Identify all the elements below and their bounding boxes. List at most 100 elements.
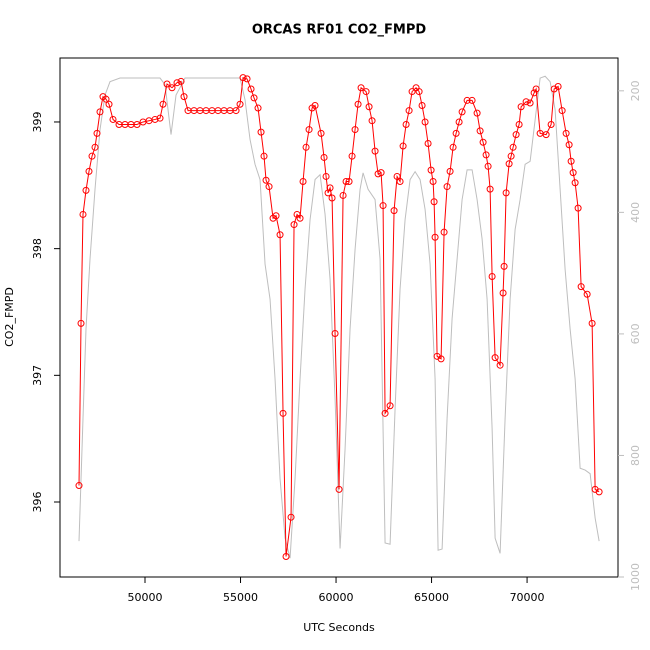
point <box>85 167 93 175</box>
point <box>393 172 401 180</box>
point <box>446 167 454 175</box>
point <box>262 176 270 184</box>
point <box>351 126 359 134</box>
point <box>296 214 304 222</box>
point <box>488 273 496 281</box>
point <box>159 100 167 108</box>
point <box>430 198 438 206</box>
point <box>180 93 188 101</box>
point <box>77 319 85 327</box>
point <box>431 233 439 241</box>
point <box>163 80 171 88</box>
point <box>515 121 523 129</box>
point <box>156 114 164 122</box>
y-tick-label: 399 <box>31 111 44 132</box>
point <box>565 141 573 149</box>
point <box>421 118 429 126</box>
point <box>526 99 534 107</box>
point <box>276 231 284 239</box>
point <box>328 194 336 202</box>
point <box>517 103 525 111</box>
point <box>558 107 566 115</box>
point <box>357 84 365 92</box>
point <box>177 77 185 85</box>
point <box>88 152 96 160</box>
point <box>82 186 90 194</box>
point <box>79 210 87 218</box>
point <box>479 138 487 146</box>
point <box>265 183 273 191</box>
point <box>302 143 310 151</box>
point <box>484 162 492 170</box>
point <box>102 95 110 103</box>
x-tick-label: 60000 <box>319 591 354 604</box>
y2-tick-label: 1000 <box>629 563 642 591</box>
point <box>595 488 603 496</box>
point <box>452 129 460 137</box>
point <box>390 207 398 215</box>
point <box>326 184 334 192</box>
y-tick-label: 396 <box>31 492 44 513</box>
point <box>260 152 268 160</box>
x-tick-label: 65000 <box>414 591 449 604</box>
point <box>476 127 484 135</box>
point <box>381 409 389 417</box>
point <box>496 361 504 369</box>
point <box>405 107 413 115</box>
y-tick-label: 398 <box>31 238 44 259</box>
point <box>491 354 499 362</box>
point <box>522 98 530 106</box>
point <box>348 152 356 160</box>
point <box>243 75 251 83</box>
point <box>427 166 435 174</box>
point <box>455 118 463 126</box>
point <box>282 552 290 560</box>
point <box>588 319 596 327</box>
point <box>290 221 298 229</box>
point <box>239 74 247 82</box>
point <box>96 108 104 116</box>
point <box>437 355 445 363</box>
point <box>345 178 353 186</box>
point <box>236 100 244 108</box>
point <box>322 172 330 180</box>
point <box>379 202 387 210</box>
point <box>317 129 325 137</box>
point <box>532 85 540 93</box>
point <box>577 283 585 291</box>
point <box>512 131 520 139</box>
point <box>311 102 319 110</box>
series-line <box>78 75 600 559</box>
point <box>254 104 262 112</box>
point <box>399 142 407 150</box>
x-tick-label: 70000 <box>510 591 545 604</box>
x-axis-label: UTC Seconds <box>303 621 375 634</box>
y-axis-label: CO2_FMPD <box>3 287 16 347</box>
point <box>232 107 240 115</box>
point <box>396 178 404 186</box>
point <box>415 88 423 96</box>
y2-tick-label: 600 <box>629 323 642 344</box>
point <box>299 178 307 186</box>
point <box>362 88 370 96</box>
point <box>440 228 448 236</box>
y2-tick-label: 400 <box>629 202 642 223</box>
point <box>418 102 426 110</box>
point <box>365 103 373 111</box>
point <box>507 152 515 160</box>
point <box>368 117 376 125</box>
point <box>429 178 437 186</box>
point <box>530 89 538 97</box>
point <box>272 212 280 220</box>
x-tick-label: 50000 <box>128 591 163 604</box>
point <box>499 289 507 297</box>
point <box>371 147 379 155</box>
point <box>554 83 562 91</box>
chart-title: ORCAS RF01 CO2_FMPD <box>252 23 427 38</box>
point <box>335 485 343 493</box>
point <box>339 191 347 199</box>
point <box>75 482 83 490</box>
point <box>257 128 265 136</box>
